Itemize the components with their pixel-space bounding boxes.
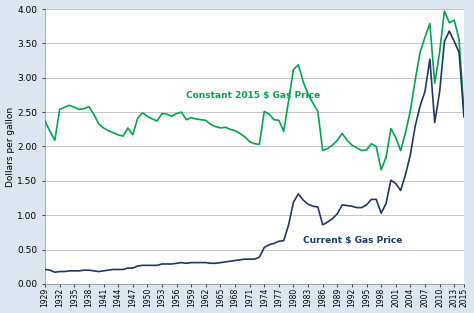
Text: Current $ Gas Price: Current $ Gas Price (303, 236, 402, 245)
Text: Constant 2015 $ Gas Price: Constant 2015 $ Gas Price (186, 91, 320, 100)
Y-axis label: Dollars per gallon: Dollars per gallon (6, 106, 15, 187)
